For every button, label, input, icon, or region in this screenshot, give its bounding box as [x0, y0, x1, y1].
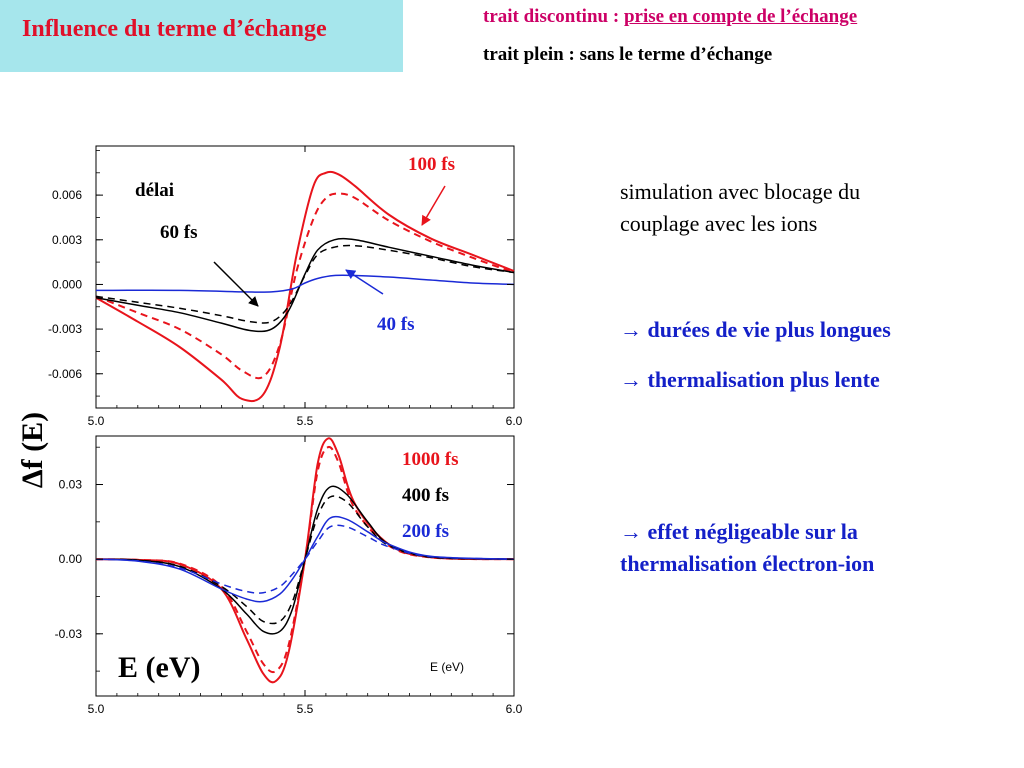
arrow-60fs [213, 261, 259, 307]
point-lifetimes-text: durées de vie plus longues [647, 317, 891, 342]
series-line-60fs-dashed [95, 244, 515, 324]
title-box: Influence du terme d’échange [0, 0, 403, 72]
arrow-right-icon: → [620, 519, 642, 544]
x-axis-label-small: E (eV) [430, 660, 464, 674]
point-thermalisation-text: thermalisation plus lente [647, 367, 880, 392]
annotation-100fs: 100 fs [408, 154, 455, 175]
annotation-400fs: 400 fs [402, 485, 449, 506]
series-line-60fs-solid [95, 237, 515, 333]
y-tick-label: 0.006 [52, 188, 82, 202]
x-tick-label: 5.5 [297, 702, 314, 716]
annotation-200fs: 200 fs [402, 521, 449, 542]
y-tick-label: -0.003 [48, 322, 82, 336]
x-tick-label: 6.0 [506, 702, 523, 716]
y-axis-label: Δf (E) [16, 412, 49, 488]
series-line-100fs-solid [95, 170, 515, 403]
top-chart: 5.0 5.5 6.0 0.006 0.003 0.000 -0.003 -0.006 dé… [48, 145, 523, 428]
arrow-right-icon: → [620, 367, 642, 392]
x-axis-label: E (eV) [118, 651, 200, 684]
bottom-curves [95, 437, 515, 684]
series-line-200fs-dashed [95, 524, 515, 594]
series-line-40fs-solid [95, 274, 515, 293]
series-line-400fs-solid [95, 485, 515, 635]
annotation-1000fs: 1000 fs [402, 449, 458, 470]
point-electron-ion-line1: effet négligeable sur la [647, 519, 858, 544]
legend-dashed-text: prise en compte de l’échange [623, 6, 858, 27]
x-tick-label: 6.0 [506, 414, 523, 428]
top-xticks: 5.0 5.5 6.0 [88, 146, 523, 428]
annotation-40fs: 40 fs [377, 314, 414, 335]
annotation-60fs: 60 fs [160, 222, 197, 243]
slide-title: Influence du terme d’échange [22, 16, 327, 42]
bottom-chart: 5.0 5.5 6.0 0.03 0.00 -0.03 1000 fs 400 fs 2… [55, 435, 523, 716]
top-curves [95, 170, 515, 403]
y-tick-label: -0.006 [48, 367, 82, 381]
series-line-200fs-solid [95, 515, 515, 603]
x-tick-label: 5.5 [297, 414, 314, 428]
top-yticks: 0.006 0.003 0.000 -0.003 -0.006 [48, 150, 514, 397]
bottom-yticks: 0.03 0.00 -0.03 [55, 446, 514, 672]
x-tick-label: 5.0 [88, 702, 105, 716]
y-tick-label: 0.003 [52, 233, 82, 247]
point-electron-ion-line2: thermalisation électron-ion [620, 551, 875, 576]
arrow-right-icon: → [620, 317, 642, 342]
y-tick-label: 0.00 [59, 552, 83, 566]
simulation-note: simulation avec blocage du couplage avec… [620, 176, 860, 240]
y-tick-label: -0.03 [55, 627, 83, 641]
simulation-note-line1: simulation avec blocage du [620, 179, 861, 204]
series-line-100fs-dashed [95, 192, 515, 380]
legend-dashed-prefix: trait discontinu : [483, 6, 624, 27]
annotation-delai: délai [135, 180, 174, 201]
bottom-xticks: 5.0 5.5 6.0 [88, 436, 523, 716]
legend-dashed: trait discontinu : prise en compte de l’… [483, 6, 857, 28]
arrow-40fs [345, 269, 384, 295]
y-tick-label: 0.000 [52, 277, 82, 291]
x-tick-label: 5.0 [88, 414, 105, 428]
point-electron-ion: → effet négligeable sur la thermalisatio… [620, 516, 874, 580]
arrow-100fs [421, 185, 446, 226]
point-lifetimes: → durées de vie plus longues [620, 314, 891, 346]
point-thermalisation: → thermalisation plus lente [620, 364, 880, 396]
simulation-note-line2: couplage avec les ions [620, 211, 818, 236]
y-tick-label: 0.03 [59, 478, 83, 492]
legend-solid: trait plein : sans le terme d’échange [483, 44, 773, 65]
